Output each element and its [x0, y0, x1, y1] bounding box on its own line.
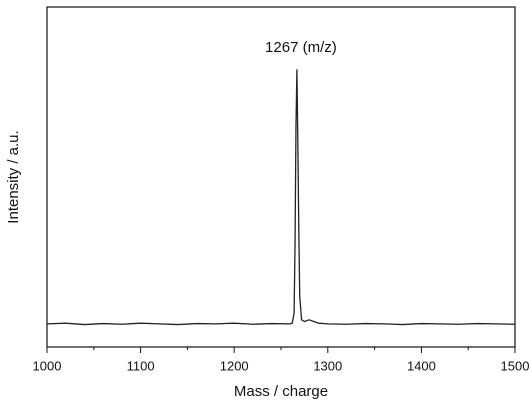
x-tick-label: 1000	[33, 358, 62, 373]
x-tick-label: 1300	[313, 358, 342, 373]
x-tick-label: 1100	[127, 358, 155, 373]
plot-frame	[46, 6, 516, 348]
spectrum-line	[46, 69, 516, 326]
y-axis-label: Intensity / a.u.	[5, 130, 22, 223]
x-axis-label: Mass / charge	[234, 383, 328, 400]
x-tick-label: 1200	[220, 358, 249, 373]
peak-annotation: 1267 (m/z)	[265, 39, 337, 56]
x-tick-label: 1500	[501, 358, 530, 373]
x-tick-label: 1400	[407, 358, 436, 373]
